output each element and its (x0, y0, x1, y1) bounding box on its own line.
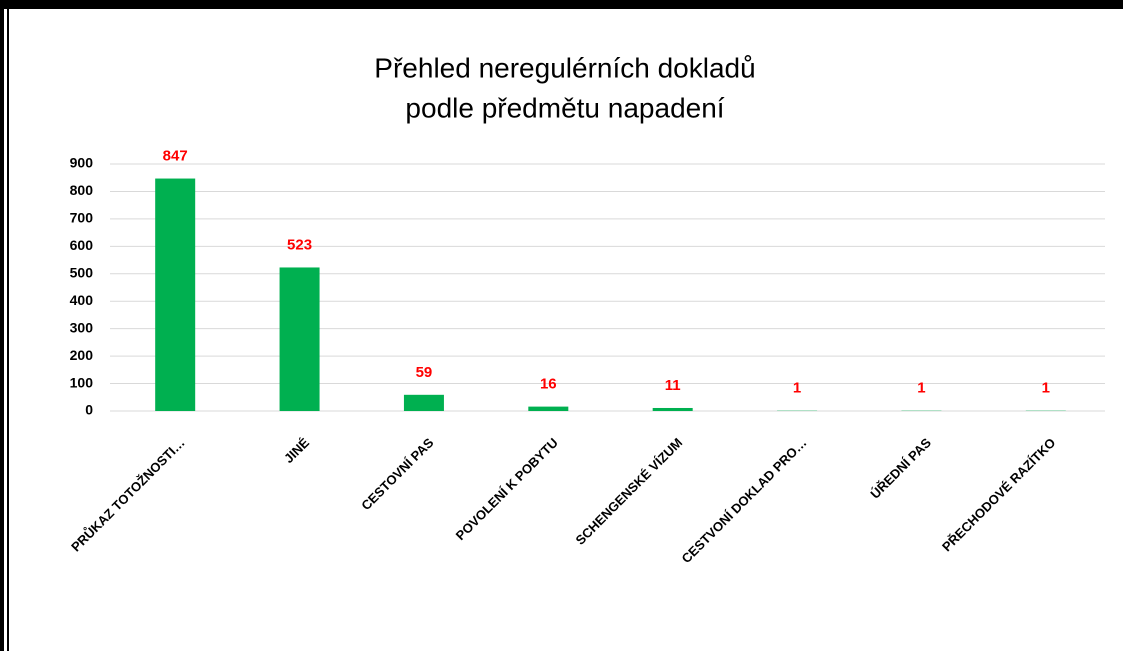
y-tick-label: 800 (70, 182, 94, 198)
y-tick-label: 900 (70, 155, 94, 171)
value-label: 59 (416, 364, 433, 381)
bar (403, 394, 444, 411)
y-tick-label: 300 (70, 319, 94, 335)
value-label: 1 (1042, 380, 1050, 397)
bar (528, 406, 569, 411)
value-label: 847 (163, 148, 188, 165)
bar (279, 267, 320, 411)
chart-title: Přehled neregulérních dokladů (374, 52, 755, 83)
value-label: 1 (917, 380, 925, 397)
bar (652, 407, 693, 411)
value-label: 16 (540, 376, 557, 393)
value-label: 1 (793, 380, 801, 397)
chart-title: podle předmětu napadení (405, 92, 724, 123)
bar (155, 178, 196, 411)
frame-top (0, 0, 1123, 9)
frame-left (0, 0, 4, 651)
y-tick-label: 700 (70, 210, 94, 226)
y-tick-label: 400 (70, 292, 94, 308)
frame-left-inner (7, 0, 9, 651)
y-tick-label: 100 (70, 374, 94, 390)
y-tick-label: 0 (85, 402, 93, 418)
value-label: 523 (287, 236, 312, 253)
value-label: 11 (665, 377, 681, 394)
y-tick-label: 500 (70, 264, 94, 280)
y-tick-label: 600 (70, 237, 94, 253)
y-tick-label: 200 (70, 347, 94, 363)
